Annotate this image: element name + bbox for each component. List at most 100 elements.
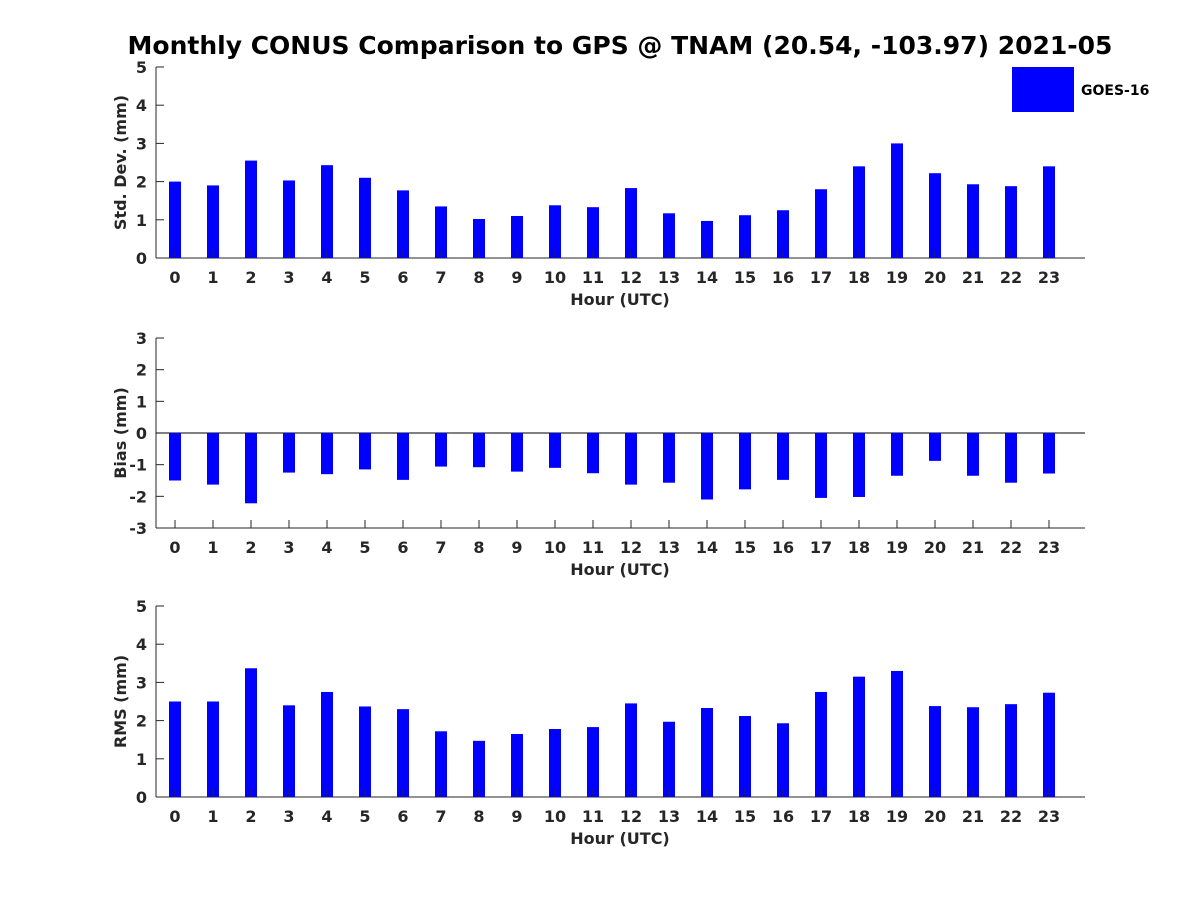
bias-bar-21 <box>967 433 979 476</box>
bias-xtick-label: 11 <box>582 538 604 557</box>
rms-xtick-label: 9 <box>511 807 522 826</box>
std-dev-ytick-label: 2 <box>136 173 147 192</box>
rms-ylabel: RMS (mm) <box>111 655 130 748</box>
rms-ytick-label: 5 <box>136 597 147 616</box>
rms-xtick-label: 11 <box>582 807 604 826</box>
std-dev-xtick-label: 4 <box>321 268 332 287</box>
std-dev-bar-23 <box>1043 166 1055 258</box>
bias-xtick-label: 0 <box>169 538 180 557</box>
bias-bar-12 <box>625 433 637 485</box>
std-dev-bar-15 <box>739 215 751 258</box>
rms-xtick-label: 13 <box>658 807 680 826</box>
rms-xtick-label: 4 <box>321 807 332 826</box>
std-dev-xtick-label: 8 <box>473 268 484 287</box>
rms-bar-10 <box>549 729 561 797</box>
legend-swatch-goes-16 <box>1012 67 1074 112</box>
bias-bar-0 <box>169 433 181 481</box>
rms-bar-9 <box>511 733 523 797</box>
rms-xtick-label: 18 <box>848 807 870 826</box>
bias-ylabel: Bias (mm) <box>111 387 130 479</box>
bias-xlabel: Hour (UTC) <box>570 560 670 579</box>
std-dev-xtick-label: 21 <box>962 268 984 287</box>
bias-xtick-label: 16 <box>772 538 794 557</box>
std-dev-xtick-label: 9 <box>511 268 522 287</box>
bias-bar-14 <box>701 433 713 500</box>
rms-xtick-label: 12 <box>620 807 642 826</box>
rms-bar-13 <box>663 721 675 797</box>
bias-ytick-label: 1 <box>136 392 147 411</box>
bias-xtick-label: 5 <box>359 538 370 557</box>
std-dev-xtick-label: 22 <box>1000 268 1022 287</box>
std-dev-bar-5 <box>359 177 371 258</box>
bias-ytick-label: -2 <box>129 487 147 506</box>
rms-xtick-label: 3 <box>283 807 294 826</box>
rms-ytick-label: 2 <box>136 712 147 731</box>
bias-xtick-label: 1 <box>207 538 218 557</box>
rms-xtick-label: 2 <box>245 807 256 826</box>
legend: GOES-16 <box>1012 67 1149 112</box>
rms-bar-0 <box>169 701 181 797</box>
rms-xtick-label: 6 <box>397 807 408 826</box>
std-dev-bar-7 <box>435 206 447 258</box>
std-dev-bar-14 <box>701 220 713 258</box>
rms-bar-22 <box>1005 704 1017 797</box>
bias-bar-3 <box>283 433 295 473</box>
std-dev-bar-2 <box>245 160 257 258</box>
std-dev-ytick-label: 1 <box>136 211 147 230</box>
rms-bar-16 <box>777 723 789 797</box>
rms-bar-11 <box>587 727 599 797</box>
rms-bar-23 <box>1043 692 1055 797</box>
bias-ytick-label: -1 <box>129 456 147 475</box>
std-dev-bar-8 <box>473 219 485 258</box>
std-dev-xtick-label: 18 <box>848 268 870 287</box>
bias-xtick-label: 21 <box>962 538 984 557</box>
rms-xtick-label: 19 <box>886 807 908 826</box>
rms-bar-1 <box>207 701 219 797</box>
std-dev-xtick-label: 5 <box>359 268 370 287</box>
std-dev-bar-10 <box>549 205 561 258</box>
bias-bar-16 <box>777 433 789 480</box>
rms-xlabel: Hour (UTC) <box>570 829 670 848</box>
bias-xtick-label: 19 <box>886 538 908 557</box>
rms-xtick-label: 8 <box>473 807 484 826</box>
bias-bar-11 <box>587 433 599 474</box>
bias-bar-20 <box>929 433 941 461</box>
rms-xtick-label: 1 <box>207 807 218 826</box>
std-dev-xtick-label: 10 <box>544 268 566 287</box>
rms-xtick-label: 10 <box>544 807 566 826</box>
legend-label-goes-16: GOES-16 <box>1081 83 1149 99</box>
rms-xtick-label: 5 <box>359 807 370 826</box>
rms-ytick-label: 3 <box>136 673 147 692</box>
bias-xtick-label: 2 <box>245 538 256 557</box>
bias-xtick-label: 14 <box>696 538 718 557</box>
bias-ytick-label: 2 <box>136 361 147 380</box>
bias-bar-15 <box>739 433 751 490</box>
rms-bar-18 <box>853 676 865 797</box>
std-dev-xtick-label: 16 <box>772 268 794 287</box>
rms-xtick-label: 7 <box>435 807 446 826</box>
std-dev-bar-11 <box>587 207 599 258</box>
rms-ytick-label: 0 <box>136 788 147 807</box>
rms-xtick-label: 23 <box>1038 807 1060 826</box>
rms-ytick-label: 1 <box>136 750 147 769</box>
std-dev-bar-19 <box>891 143 903 258</box>
bias-bar-13 <box>663 433 675 483</box>
bias-xtick-label: 13 <box>658 538 680 557</box>
std-dev-xtick-label: 13 <box>658 268 680 287</box>
rms-xtick-label: 0 <box>169 807 180 826</box>
std-dev-bar-3 <box>283 180 295 258</box>
rms-bar-2 <box>245 668 257 797</box>
rms-xtick-label: 22 <box>1000 807 1022 826</box>
std-dev-ylabel: Std. Dev. (mm) <box>111 95 130 230</box>
rms-bar-12 <box>625 703 637 797</box>
std-dev-bar-6 <box>397 190 409 258</box>
bias-bar-18 <box>853 433 865 497</box>
std-dev-bar-12 <box>625 188 637 258</box>
bias-bar-9 <box>511 433 523 472</box>
std-dev-bar-13 <box>663 213 675 258</box>
bias-xtick-label: 18 <box>848 538 870 557</box>
